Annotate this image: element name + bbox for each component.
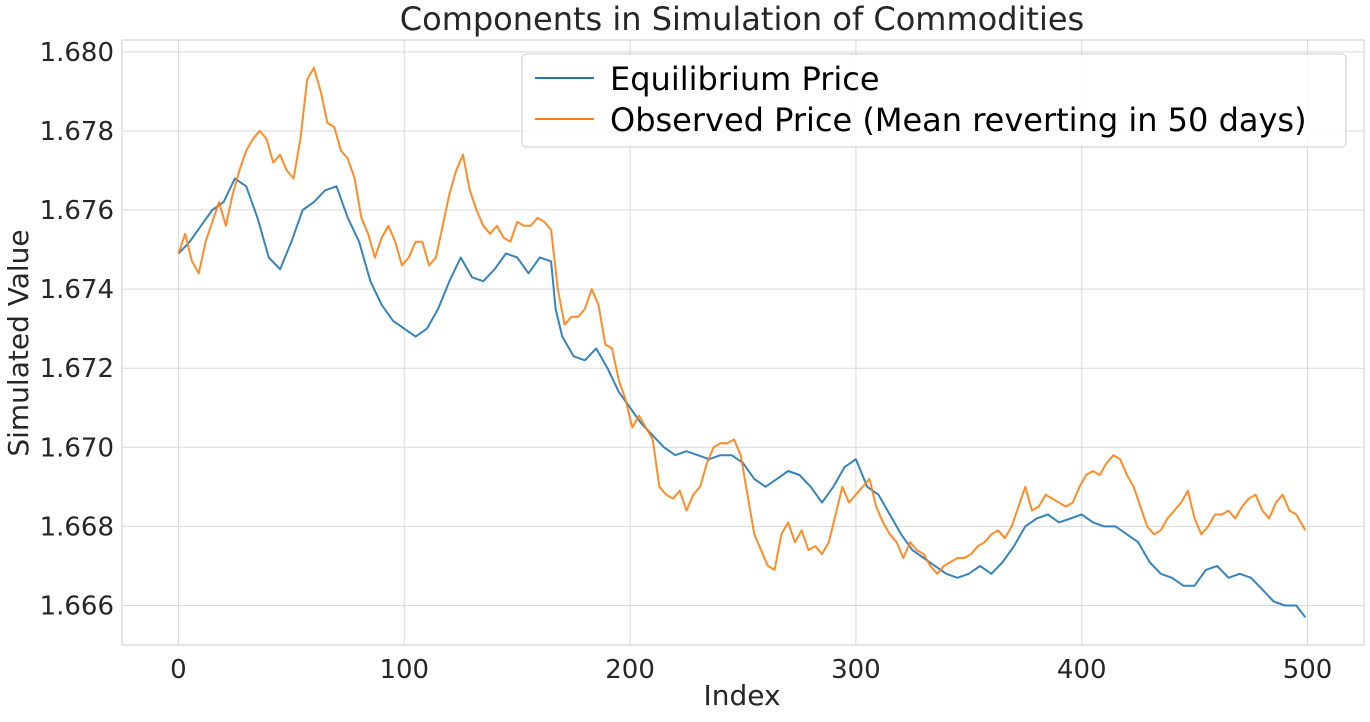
legend-box (521, 53, 1347, 148)
y-tick-label: 1.670 (40, 433, 114, 463)
x-tick-label: 100 (379, 655, 429, 685)
x-tick-label: 400 (1057, 655, 1107, 685)
grid-lines (122, 40, 1364, 645)
x-tick-label: 300 (831, 655, 881, 685)
y-tick-label: 1.678 (40, 117, 114, 147)
y-tick-label: 1.666 (40, 591, 114, 621)
y-tick-label: 1.674 (40, 275, 114, 305)
y-tick-label: 1.672 (40, 354, 114, 384)
x-axis-label: Index (703, 679, 780, 712)
x-tick-label: 0 (170, 655, 187, 685)
y-tick-label: 1.680 (40, 38, 114, 68)
legend-label-equilibrium-price: Equilibrium Price (610, 60, 880, 98)
legend-label-observed-price: Observed Price (Mean reverting in 50 day… (610, 101, 1307, 139)
x-tick-label: 200 (605, 655, 655, 685)
series-line-observed-price (177, 66, 1307, 575)
y-tick-label: 1.668 (40, 512, 114, 542)
series-line-equilibrium-price (177, 177, 1307, 618)
x-tick-label: 500 (1283, 655, 1333, 685)
series-layer (177, 66, 1307, 618)
legend: Equilibrium Price Observed Price (Mean r… (521, 53, 1347, 148)
y-axis-ticks: 1.666 1.668 1.670 1.672 1.674 1.676 1.678 1.680 (40, 38, 114, 622)
chart-title: Components in Simulation of Commodities (400, 0, 1084, 38)
y-tick-label: 1.676 (40, 196, 114, 226)
y-axis-label: Simulated Value (2, 229, 35, 456)
x-axis-ticks: 0 100 200 300 400 500 (170, 655, 1332, 685)
